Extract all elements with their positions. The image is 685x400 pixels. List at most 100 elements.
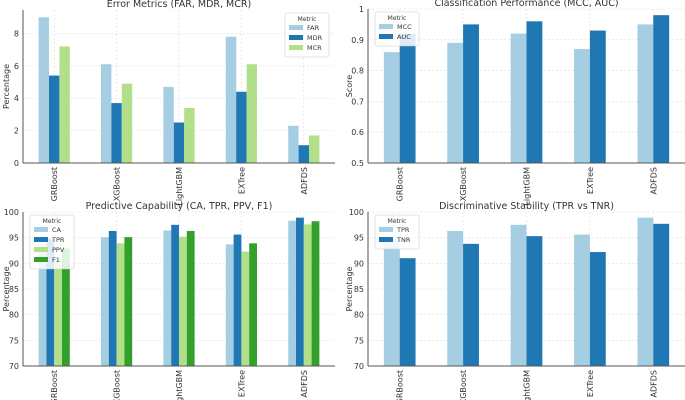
bar-tpr-adfds <box>637 217 654 366</box>
x-tick-label: LightGBM <box>523 370 532 400</box>
y-tick-label: 0.5 <box>351 159 364 168</box>
y-tick-label: 90 <box>354 259 364 268</box>
bar-ca-xgboost <box>101 237 109 366</box>
legend-swatch-ppv <box>34 247 48 252</box>
y-tick-label: 70 <box>354 362 364 371</box>
y-tick-label: 90 <box>9 259 19 268</box>
bar-mdr-xgboost <box>111 103 122 163</box>
y-tick-label: 95 <box>9 234 19 243</box>
y-tick-label: 2 <box>14 127 19 136</box>
y-tick-label: 80 <box>354 311 364 320</box>
bar-ppv-extree <box>241 251 250 366</box>
bar-ppv-adfds <box>303 224 312 366</box>
x-tick-label: XGBoost <box>459 167 468 201</box>
bar-tpr-xgboost <box>447 230 464 366</box>
x-tick-label: LightGBM <box>175 167 184 206</box>
x-tick-label: EXTree <box>586 370 595 397</box>
y-tick-label: 85 <box>9 285 19 294</box>
legend-label: AUC <box>397 33 411 41</box>
subplot-1: 0.5 0.6 0.7 0.8 0.9 1 GRBoost XGBoost LightGBM EX… <box>345 0 685 206</box>
y-tick-label: 1 <box>359 5 364 14</box>
x-tick-label: GRBoost <box>396 167 405 201</box>
x-tick-label: EXTree <box>237 370 246 397</box>
legend-swatch-ca <box>34 227 48 232</box>
y-tick-label: 0.6 <box>351 128 364 137</box>
bar-tpr-extree <box>233 234 242 366</box>
bar-tnr-xgboost <box>463 243 479 366</box>
bar-mdr-lightgbm <box>173 122 185 163</box>
legend-swatch-mcc <box>379 24 393 29</box>
bar-tpr-extree <box>574 234 590 366</box>
bar-far-extree <box>225 36 237 163</box>
x-tick-label: LightGBM <box>523 167 532 206</box>
legend-label: FAR <box>307 24 320 32</box>
bar-tpr-grboost <box>383 238 400 366</box>
bar-ppv-grboost <box>54 257 62 366</box>
legend-label: CA <box>52 226 62 234</box>
chart-title: Classification Performance (MCC, AUC) <box>434 0 618 9</box>
legend-label: MCR <box>307 44 322 52</box>
y-tick-label: 8 <box>14 29 19 38</box>
x-tick-label: EXTree <box>237 167 246 194</box>
legend-swatch-f1 <box>34 257 48 262</box>
legend-title: Metric <box>43 218 62 225</box>
y-tick-label: 75 <box>354 336 364 345</box>
legend-swatch-tpr <box>379 227 393 232</box>
bar-tpr-lightgbm <box>510 224 527 366</box>
legend-label: F1 <box>52 256 60 264</box>
bar-f1-xgboost <box>124 237 133 366</box>
y-tick-label: 100 <box>349 208 364 217</box>
x-tick-label: GRBoost <box>50 370 59 400</box>
legend-label: TPR <box>396 226 410 234</box>
bar-auc-adfds <box>653 15 670 163</box>
bar-ppv-xgboost <box>116 243 125 366</box>
bar-tnr-lightgbm <box>526 236 543 366</box>
legend-label: TNR <box>396 236 411 244</box>
y-tick-label: 75 <box>9 336 19 345</box>
legend-title: Metric <box>388 15 407 22</box>
x-tick-label: ADFDS <box>649 167 658 194</box>
bar-f1-lightgbm <box>186 230 195 366</box>
y-axis-label: Percentage <box>2 64 11 109</box>
y-axis-label: Score <box>345 75 354 97</box>
y-tick-label: 0.7 <box>351 97 364 106</box>
bar-auc-extree <box>589 30 606 164</box>
x-tick-label: ADFDS <box>300 167 309 194</box>
subplot-3: 70 75 80 85 90 95 100 GRBoost XGBoost LightGBM EXT… <box>345 201 685 400</box>
bar-tnr-adfds <box>653 223 670 366</box>
bar-mcc-grboost <box>383 52 400 164</box>
bar-ca-lightgbm <box>163 230 172 366</box>
bar-tnr-grboost <box>399 258 416 366</box>
y-tick-label: 0.8 <box>351 67 364 76</box>
bar-mdr-extree <box>236 91 247 163</box>
legend-label: TPR <box>51 236 65 244</box>
y-tick-label: 6 <box>14 62 19 71</box>
bar-tpr-grboost <box>46 238 55 366</box>
bar-ppv-lightgbm <box>179 236 187 366</box>
bar-ca-extree <box>225 244 234 366</box>
legend-title: Metric <box>298 16 317 23</box>
bar-mcc-adfds <box>637 24 654 164</box>
bar-mcc-lightgbm <box>510 33 527 163</box>
bar-auc-xgboost <box>463 24 479 164</box>
bar-mcr-extree <box>246 64 257 163</box>
bar-f1-grboost <box>62 248 70 366</box>
bar-mcr-adfds <box>309 135 320 163</box>
y-tick-label: 100 <box>4 208 19 217</box>
legend-label: MDR <box>307 34 323 42</box>
legend-swatch-mcr <box>289 45 303 50</box>
bar-tpr-lightgbm <box>171 224 179 366</box>
bar-tpr-adfds <box>296 217 304 366</box>
bar-far-grboost <box>38 17 49 163</box>
legend-label: PPV <box>52 246 65 254</box>
x-tick-label: ADFDS <box>649 370 658 397</box>
chart-title: Predictive Capability (CA, TPR, PPV, F1) <box>86 201 273 212</box>
bar-mcr-xgboost <box>121 83 133 163</box>
x-tick-label: XGBoost <box>459 370 468 400</box>
bar-ca-grboost <box>38 243 47 366</box>
y-tick-label: 70 <box>9 362 19 371</box>
